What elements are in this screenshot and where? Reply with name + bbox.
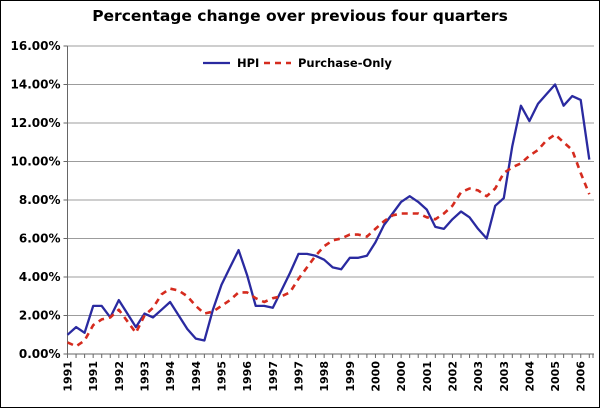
- y-axis-label: 8.00%: [19, 193, 61, 207]
- legend-purchase-only-label: Purchase-Only: [298, 56, 392, 70]
- chart-title: Percentage change over previous four qua…: [92, 7, 508, 25]
- hpi-line: [66, 83, 591, 342]
- x-axis-label: 1992: [113, 361, 126, 392]
- y-axis-label: 10.00%: [11, 155, 61, 169]
- purchase-only-line: [66, 133, 591, 348]
- x-axis-labels: 1991 1991 1992 1993 1994 1994 1995 1996 1997 1997…: [62, 361, 588, 392]
- x-axis-label: 1997: [267, 361, 280, 392]
- x-axis-label: 2005: [549, 361, 562, 392]
- x-axis-label: 1996: [241, 361, 254, 392]
- x-axis-label: 1994: [164, 361, 177, 392]
- y-axis-label: 2.00%: [19, 309, 61, 323]
- x-axis-label: 1998: [318, 361, 331, 392]
- y-axis-label: 0.00%: [19, 347, 61, 361]
- x-axis-label: 2003: [498, 361, 511, 392]
- gridlines: [67, 45, 594, 316]
- x-axis-label: 2000: [369, 361, 382, 392]
- x-axis-label: 1995: [215, 361, 228, 392]
- x-axis-label: 2001: [421, 361, 434, 392]
- y-axis-label: 4.00%: [19, 270, 61, 284]
- x-axis-label: 2006: [575, 361, 588, 392]
- x-axis-label: 1991: [62, 361, 75, 392]
- x-axis-label: 2000: [395, 361, 408, 392]
- y-axis-label: 6.00%: [19, 232, 61, 246]
- x-axis-label: 2003: [472, 361, 485, 392]
- y-axis-label: 14.00%: [11, 78, 61, 92]
- y-axis-label: 16.00%: [11, 39, 61, 53]
- series-lines: [66, 83, 591, 348]
- x-axis-label: 1997: [292, 361, 305, 392]
- x-axis-label: 1993: [138, 361, 151, 392]
- x-axis-label: 1991: [87, 361, 100, 392]
- x-axis-label: 2002: [446, 361, 459, 392]
- x-axis-label: 2004: [523, 361, 536, 392]
- y-axis-label: 12.00%: [11, 116, 61, 130]
- x-axis-label: 1999: [344, 361, 357, 392]
- y-axis-labels: 0.00% 2.00% 4.00% 6.00% 8.00% 10.00% 12.00% 14.…: [11, 39, 61, 361]
- axes: [63, 45, 594, 358]
- x-axis-label: 1994: [190, 361, 203, 392]
- legend-hpi-label: HPI: [237, 56, 259, 70]
- legend: HPI Purchase-Only: [203, 56, 392, 70]
